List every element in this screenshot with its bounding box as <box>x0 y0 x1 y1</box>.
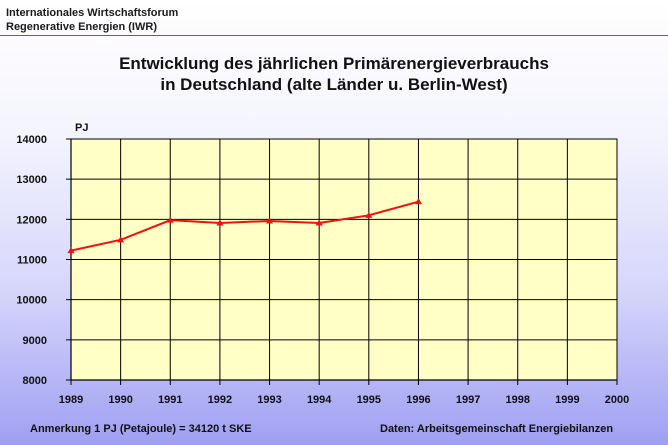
y-tick-label: 14000 <box>16 134 47 146</box>
y-tick-label: 10000 <box>16 295 47 307</box>
org-name-line2: Regenerative Energien (IWR) <box>6 21 157 33</box>
series-line <box>70 200 419 252</box>
data-point-marker <box>67 247 75 254</box>
data-point-marker <box>414 198 422 205</box>
x-tick-label: 1991 <box>158 394 182 406</box>
y-tick-label: 13000 <box>16 174 47 186</box>
chart-title-line2: in Deutschland (alte Länder u. Berlin-We… <box>160 75 508 94</box>
x-tick-label: 1993 <box>257 394 281 406</box>
header-divider <box>0 35 668 36</box>
x-tick-label: 1990 <box>108 394 132 406</box>
tick-labels: 8000 9000 10000 11000 12000 13000 14000 1989 199… <box>16 122 629 406</box>
grid-lines <box>70 138 618 381</box>
footnote: Anmerkung 1 PJ (Petajoule) = 34120 t SKE <box>30 423 252 435</box>
y-tick-label: 12000 <box>16 214 47 226</box>
data-point-marker <box>216 219 224 226</box>
org-header: Internationales Wirtschaftsforum Regener… <box>6 6 178 34</box>
x-tick-label: 1994 <box>307 394 332 406</box>
data-point-marker <box>315 219 323 226</box>
x-tick-label: 1997 <box>456 394 480 406</box>
x-tick-label: 2000 <box>605 394 629 406</box>
series-layer <box>67 198 422 254</box>
y-tick-label: 9000 <box>23 335 47 347</box>
data-point-marker <box>166 216 174 223</box>
data-point-marker <box>117 236 125 243</box>
x-tick-label: 1995 <box>357 394 381 406</box>
y-tick-label: 8000 <box>23 375 47 387</box>
org-name-line1: Internationales Wirtschaftsforum <box>6 7 179 19</box>
data-source: Daten: Arbeitsgemeinschaft Energiebilanz… <box>380 423 614 435</box>
chart-title-line1: Entwicklung des jährlichen Primärenergie… <box>119 54 549 73</box>
axes <box>66 138 618 385</box>
data-point-marker <box>266 217 274 224</box>
x-tick-label: 1989 <box>59 394 83 406</box>
data-point-marker <box>365 211 373 218</box>
y-axis-label: PJ <box>75 122 88 134</box>
x-tick-label: 1992 <box>208 394 232 406</box>
x-tick-label: 1999 <box>555 394 579 406</box>
x-tick-label: 1996 <box>406 394 430 406</box>
y-tick-label: 11000 <box>17 255 47 267</box>
chart-title: Entwicklung des jährlichen Primärenergie… <box>0 53 668 95</box>
x-tick-label: 1998 <box>505 394 529 406</box>
